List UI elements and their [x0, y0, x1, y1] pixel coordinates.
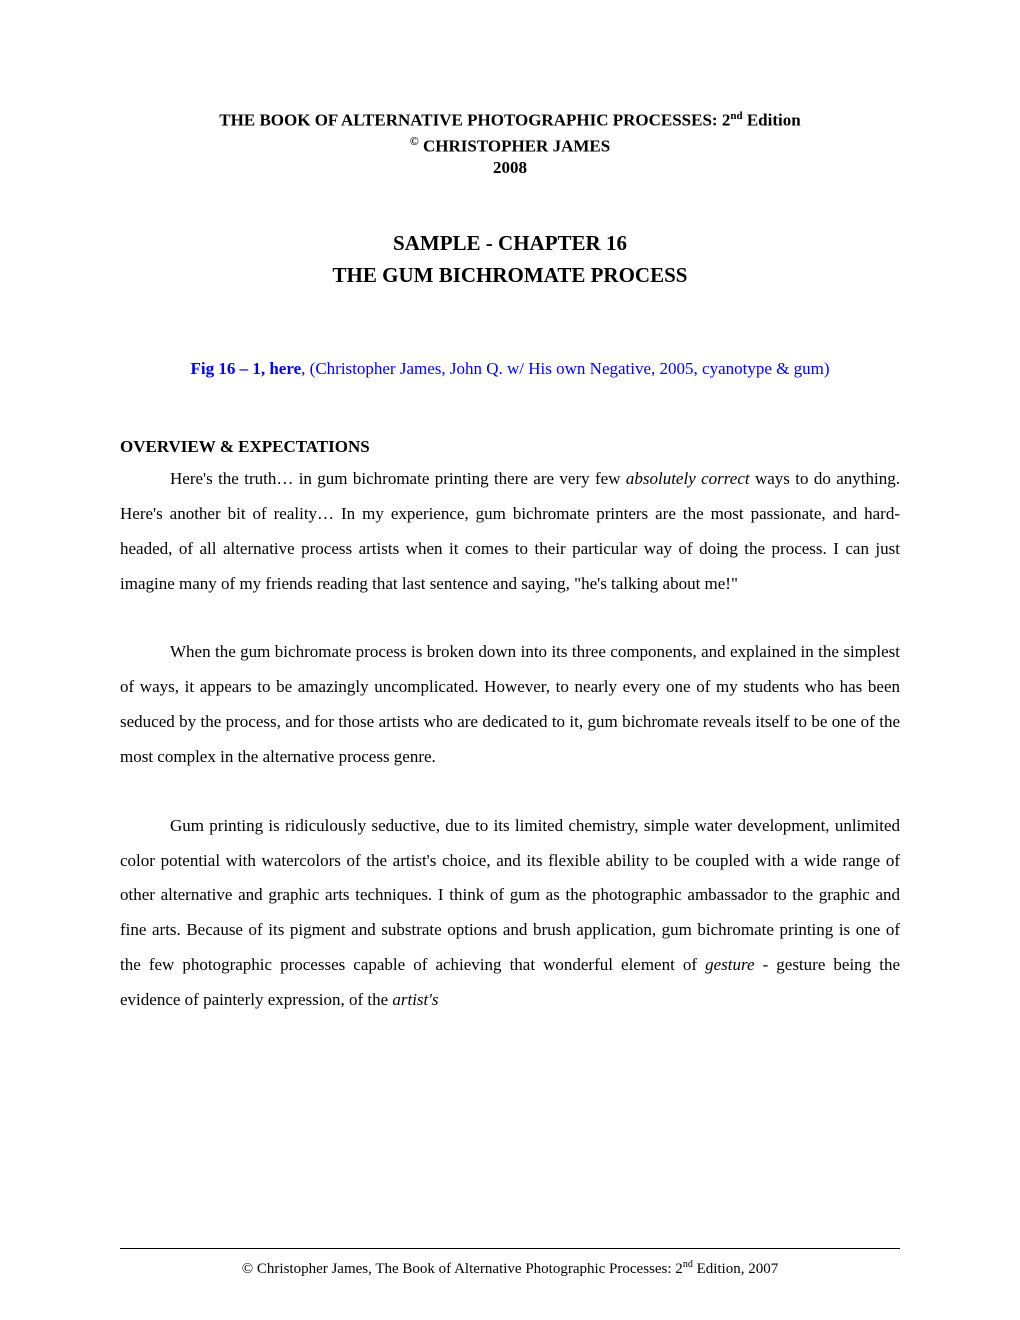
figure-caption-text: , (Christopher James, John Q. w/ His own… — [301, 359, 829, 378]
title-main: THE BOOK OF ALTERNATIVE PHOTOGRAPHIC PRO… — [219, 111, 730, 130]
italic-phrase: artist's — [392, 990, 438, 1009]
italic-phrase: absolutely correct — [626, 469, 750, 488]
para-text: Here's the truth… in gum bichromate prin… — [170, 469, 626, 488]
author-name: CHRISTOPHER JAMES — [419, 136, 610, 155]
figure-label: Fig 16 – 1, here — [191, 359, 302, 378]
footer-superscript: nd — [683, 1259, 693, 1270]
body-paragraph-1: Here's the truth… in gum bichromate prin… — [120, 462, 900, 601]
chapter-label: SAMPLE - CHAPTER 16 — [120, 228, 900, 260]
document-header: THE BOOK OF ALTERNATIVE PHOTOGRAPHIC PRO… — [120, 110, 900, 178]
chapter-title: THE GUM BICHROMATE PROCESS — [120, 260, 900, 292]
title-tail: Edition — [743, 111, 801, 130]
chapter-heading: SAMPLE - CHAPTER 16 THE GUM BICHROMATE P… — [120, 228, 900, 291]
footer-text: Edition, 2007 — [693, 1261, 778, 1277]
section-heading: OVERVIEW & EXPECTATIONS — [120, 437, 900, 457]
title-superscript: nd — [730, 110, 742, 122]
author-line: © CHRISTOPHER JAMES — [120, 134, 900, 157]
body-paragraph-3: Gum printing is ridiculously seductive, … — [120, 809, 900, 1018]
page-footer: © Christopher James, The Book of Alterna… — [120, 1248, 900, 1278]
book-title: THE BOOK OF ALTERNATIVE PHOTOGRAPHIC PRO… — [120, 110, 900, 131]
figure-caption: Fig 16 – 1, here, (Christopher James, Jo… — [120, 351, 900, 387]
para-text: Gum printing is ridiculously seductive, … — [120, 816, 900, 974]
copyright-symbol: © — [410, 134, 419, 148]
year: 2008 — [120, 158, 900, 178]
footer-text: © Christopher James, The Book of Alterna… — [242, 1261, 683, 1277]
italic-phrase: gesture — [705, 955, 754, 974]
body-paragraph-2: When the gum bichromate process is broke… — [120, 635, 900, 774]
